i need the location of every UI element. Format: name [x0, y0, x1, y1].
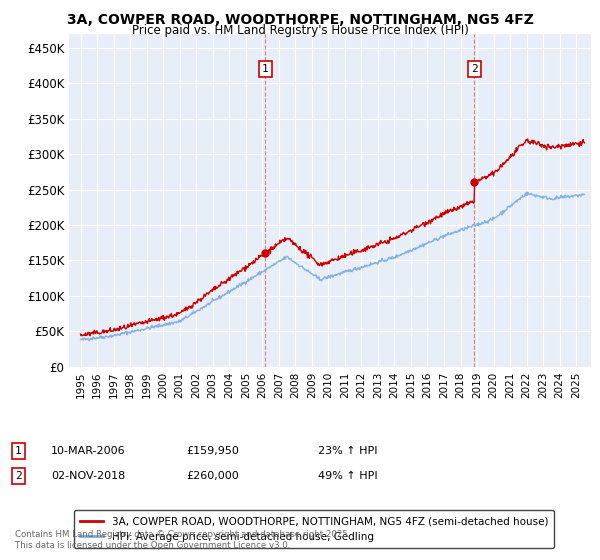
Text: 1: 1	[15, 446, 22, 456]
Text: £159,950: £159,950	[186, 446, 239, 456]
Text: £260,000: £260,000	[186, 471, 239, 481]
Text: 10-MAR-2006: 10-MAR-2006	[51, 446, 125, 456]
Text: 49% ↑ HPI: 49% ↑ HPI	[318, 471, 377, 481]
Text: 23% ↑ HPI: 23% ↑ HPI	[318, 446, 377, 456]
Text: 3A, COWPER ROAD, WOODTHORPE, NOTTINGHAM, NG5 4FZ: 3A, COWPER ROAD, WOODTHORPE, NOTTINGHAM,…	[67, 13, 533, 27]
Text: Contains HM Land Registry data © Crown copyright and database right 2025.: Contains HM Land Registry data © Crown c…	[15, 530, 350, 539]
Text: 1: 1	[262, 64, 269, 74]
Text: 02-NOV-2018: 02-NOV-2018	[51, 471, 125, 481]
Text: Price paid vs. HM Land Registry's House Price Index (HPI): Price paid vs. HM Land Registry's House …	[131, 24, 469, 36]
Text: This data is licensed under the Open Government Licence v3.0.: This data is licensed under the Open Gov…	[15, 541, 290, 550]
Legend: 3A, COWPER ROAD, WOODTHORPE, NOTTINGHAM, NG5 4FZ (semi-detached house), HPI: Ave: 3A, COWPER ROAD, WOODTHORPE, NOTTINGHAM,…	[74, 510, 554, 548]
Text: 2: 2	[15, 471, 22, 481]
Text: 2: 2	[471, 64, 478, 74]
